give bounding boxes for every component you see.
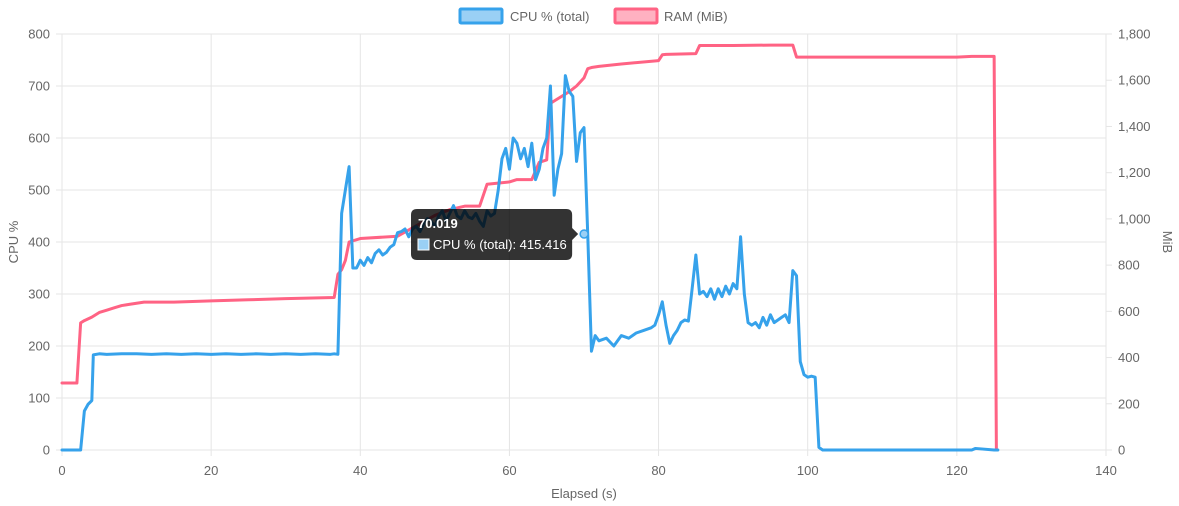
y-left-tick-label: 500: [28, 183, 50, 198]
y-right-tick-label: 1,800: [1118, 27, 1151, 42]
y-left-tick-label: 700: [28, 79, 50, 94]
y-right-tick-label: 1,400: [1118, 119, 1151, 134]
x-tick-label: 40: [353, 463, 367, 478]
legend-label-cpu[interactable]: CPU % (total): [510, 9, 589, 24]
y-right-tick-label: 400: [1118, 350, 1140, 365]
y-right-tick-label: 1,600: [1118, 73, 1151, 88]
y-left-tick-label: 800: [28, 27, 50, 42]
tooltip-title: 70.019: [418, 216, 458, 231]
y-right-tick-label: 1,000: [1118, 211, 1151, 226]
x-tick-label: 60: [502, 463, 516, 478]
series-line-cpu[interactable]: [60, 74, 1000, 452]
tooltip: 70.019 CPU % (total): 415.416: [411, 209, 589, 260]
tooltip-box: [411, 209, 579, 260]
legend: CPU % (total) RAM (MiB): [458, 7, 728, 25]
tooltip-label: CPU % (total): 415.416: [433, 237, 567, 252]
axes-layer: 0 20 40 60 80 100 120 1400100200300400500600700…: [28, 27, 1150, 479]
y-left-tick-label: 200: [28, 339, 50, 354]
series-line-ram[interactable]: [60, 43, 998, 452]
y-left-tick-label: 400: [28, 235, 50, 250]
y-right-tick-label: 800: [1118, 258, 1140, 273]
x-tick-label: 120: [946, 463, 968, 478]
tooltip-point: [579, 229, 589, 239]
x-tick-label: 20: [204, 463, 218, 478]
tooltip-swatch: [417, 238, 430, 251]
legend-swatch-cpu[interactable]: [458, 7, 504, 25]
y-axis-left-title: CPU %: [6, 220, 21, 263]
y-axis-right-title: MiB: [1160, 231, 1175, 253]
x-tick-label: 100: [797, 463, 819, 478]
y-left-tick-label: 600: [28, 131, 50, 146]
legend-label-ram[interactable]: RAM (MiB): [664, 9, 728, 24]
y-right-tick-label: 0: [1118, 443, 1125, 458]
y-right-tick-label: 600: [1118, 304, 1140, 319]
x-axis-title: Elapsed (s): [551, 486, 617, 501]
x-tick-label: 140: [1095, 463, 1117, 478]
x-tick-label: 80: [651, 463, 665, 478]
y-left-tick-label: 300: [28, 287, 50, 302]
grid-layer: [56, 33, 1112, 456]
legend-swatch-ram[interactable]: [613, 7, 659, 25]
series-layer: [60, 43, 1000, 452]
y-left-tick-label: 0: [43, 443, 50, 458]
x-tick-label: 0: [58, 463, 65, 478]
y-right-tick-label: 1,200: [1118, 165, 1151, 180]
y-right-tick-label: 200: [1118, 396, 1140, 411]
y-left-tick-label: 100: [28, 391, 50, 406]
